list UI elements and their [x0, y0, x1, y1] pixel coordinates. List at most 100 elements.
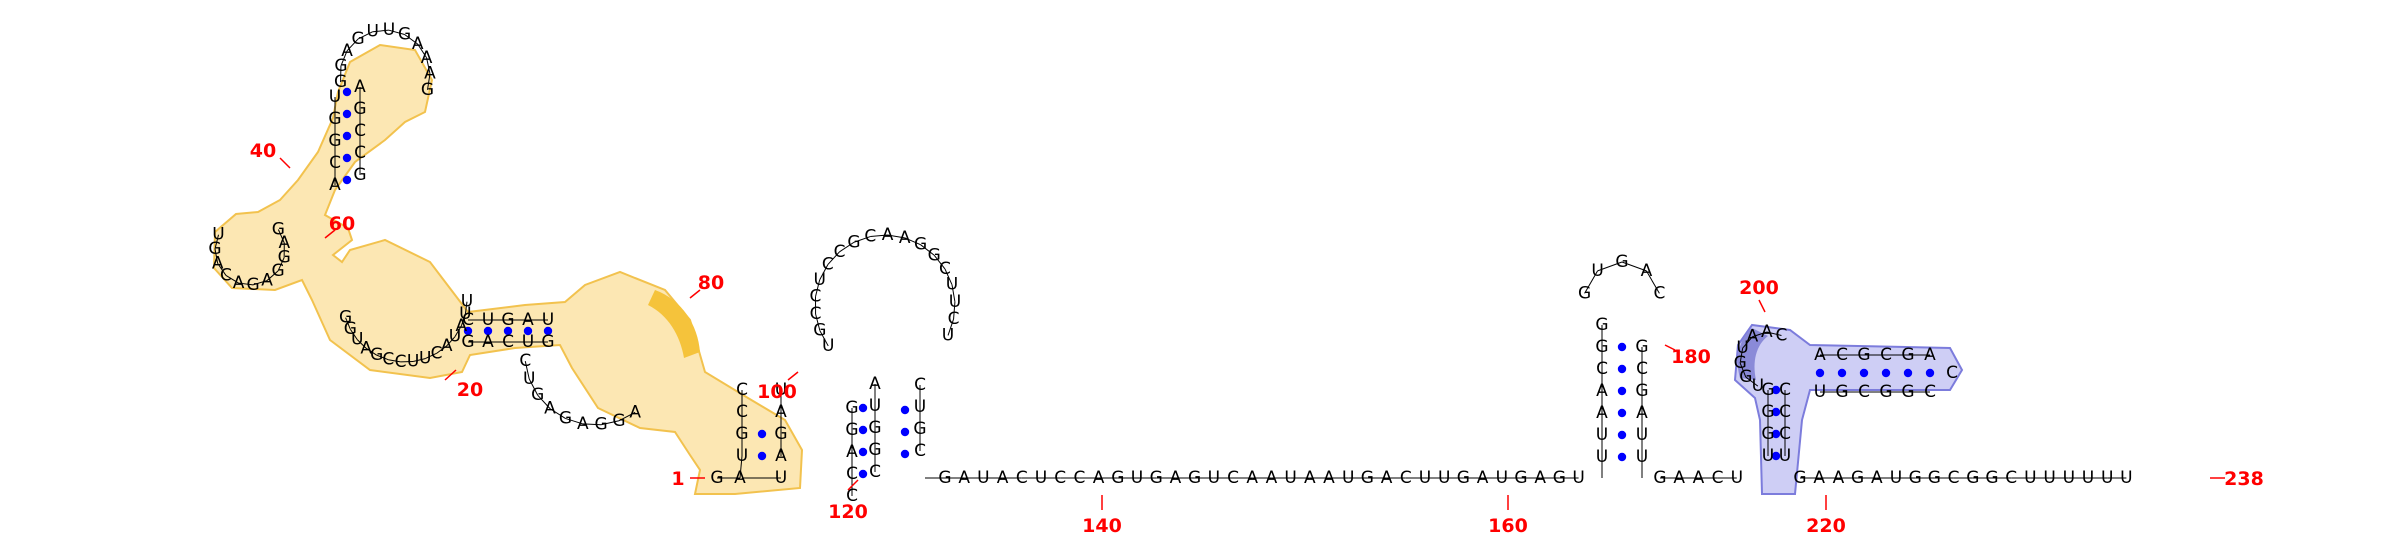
- number-label-40: 40: [250, 140, 276, 162]
- nucleotide: A: [1871, 468, 1883, 488]
- nucleotide: U: [1636, 447, 1648, 467]
- nucleotide: G: [845, 420, 858, 440]
- nucleotide: G: [246, 275, 259, 295]
- nucleotide: A: [1534, 468, 1546, 488]
- nucleotide: U: [212, 225, 224, 245]
- base-pair-dot: [901, 450, 909, 458]
- nucleotide: U: [977, 468, 989, 488]
- nucleotide: G: [559, 408, 572, 428]
- nucleotide: U: [1731, 468, 1743, 488]
- nucleotide: A: [958, 468, 970, 488]
- nucleotide: C: [1948, 468, 1960, 488]
- base-pair-dot: [758, 430, 766, 438]
- nucleotide: U: [366, 22, 378, 42]
- nucleotide: C: [329, 153, 341, 173]
- nucleotide: U: [1762, 446, 1774, 466]
- nucleotide: U: [1752, 376, 1764, 396]
- nucleotide: A: [1761, 322, 1773, 342]
- nucleotide: C: [1880, 345, 1892, 365]
- nucleotide: C: [1946, 363, 1958, 383]
- nucleotide: C: [2005, 468, 2017, 488]
- nucleotide: G: [1150, 468, 1163, 488]
- nucleotide: A: [233, 273, 245, 293]
- nucleotide: G: [1111, 468, 1124, 488]
- nucleotide: U: [1636, 425, 1648, 445]
- nucleotide: C: [736, 402, 748, 422]
- base-pair-dot: [1882, 369, 1890, 377]
- number-label-1: 1: [671, 468, 684, 490]
- base-pair-dot: [343, 176, 351, 184]
- nucleotide: C: [914, 375, 926, 395]
- nucleotide: G: [328, 109, 341, 129]
- number-label-140: 140: [1082, 515, 1122, 534]
- number-label-220: 220: [1806, 515, 1846, 534]
- nucleotide: G: [541, 332, 554, 352]
- nucleotide: U: [1496, 468, 1508, 488]
- nucleotide: A: [1636, 403, 1648, 423]
- nucleotide: U: [1572, 468, 1584, 488]
- highlight-yellow-shapes: [214, 45, 802, 494]
- nucleotide: G: [847, 232, 860, 252]
- nucleotide: U: [1419, 468, 1431, 488]
- base-pair-dot: [1838, 369, 1846, 377]
- nucleotide: C: [1227, 468, 1239, 488]
- nucleotide: U: [1208, 468, 1220, 488]
- nucleotide: G: [1761, 402, 1774, 422]
- base-pair-dot: [1860, 369, 1868, 377]
- nucleotide: U: [407, 351, 419, 371]
- nucleotide: A: [577, 414, 589, 434]
- nucleotide: G: [1635, 381, 1648, 401]
- nucleotide: A: [1381, 468, 1393, 488]
- base-pair-dot: [343, 154, 351, 162]
- base-pair-dot: [859, 426, 867, 434]
- nucleotide: A: [775, 446, 787, 466]
- nucleotide: U: [869, 396, 881, 416]
- base-pair-dot: [1618, 431, 1626, 439]
- base-pair-dot: [343, 132, 351, 140]
- nucleotide: U: [383, 20, 395, 40]
- nucleotide: G: [398, 24, 411, 44]
- nucleotide: G: [1635, 337, 1648, 357]
- nucleotide: G: [328, 131, 341, 151]
- nucleotide: G: [271, 261, 284, 281]
- nucleotide: A: [1170, 468, 1182, 488]
- nucleotide: G: [1457, 468, 1470, 488]
- nucleotide: U: [2063, 468, 2075, 488]
- number-label-60: 60: [329, 213, 355, 235]
- nucleotide: A: [1814, 345, 1826, 365]
- nucleotide: C: [1653, 283, 1665, 303]
- nucleotide: U: [1035, 468, 1047, 488]
- nucleotide: G: [845, 398, 858, 418]
- nucleotide: A: [1596, 403, 1608, 423]
- nucleotide: G: [735, 424, 748, 444]
- nucleotide: C: [810, 304, 822, 324]
- nucleotide: G: [1928, 468, 1941, 488]
- nucleotide: U: [1890, 468, 1902, 488]
- nucleotide: A: [354, 77, 366, 97]
- nucleotide: G: [1595, 337, 1608, 357]
- number-tick: [280, 158, 290, 168]
- nucleotide: A: [1813, 468, 1825, 488]
- nucleotide: C: [1596, 359, 1608, 379]
- base-pair-dot: [343, 110, 351, 118]
- base-pair-dot: [901, 406, 909, 414]
- nucleotide: C: [1073, 468, 1085, 488]
- nucleotide: U: [914, 397, 926, 417]
- nucleotide: A: [1747, 327, 1759, 347]
- base-pair-dot: [1618, 453, 1626, 461]
- nucleotide: A: [775, 402, 787, 422]
- nucleotide: C: [1636, 359, 1648, 379]
- nucleotide: U: [2024, 468, 2036, 488]
- nucleotide: C: [382, 350, 394, 370]
- nucleotide: U: [1342, 468, 1354, 488]
- nucleotide: U: [1284, 468, 1296, 488]
- nucleotide: U: [1131, 468, 1143, 488]
- nucleotide: U: [1779, 446, 1791, 466]
- nucleotide: A: [846, 442, 858, 462]
- nucleotide: U: [542, 310, 554, 330]
- nucleotide: A: [1596, 381, 1608, 401]
- number-label-160: 160: [1488, 515, 1528, 534]
- nucleotide: C: [354, 121, 366, 141]
